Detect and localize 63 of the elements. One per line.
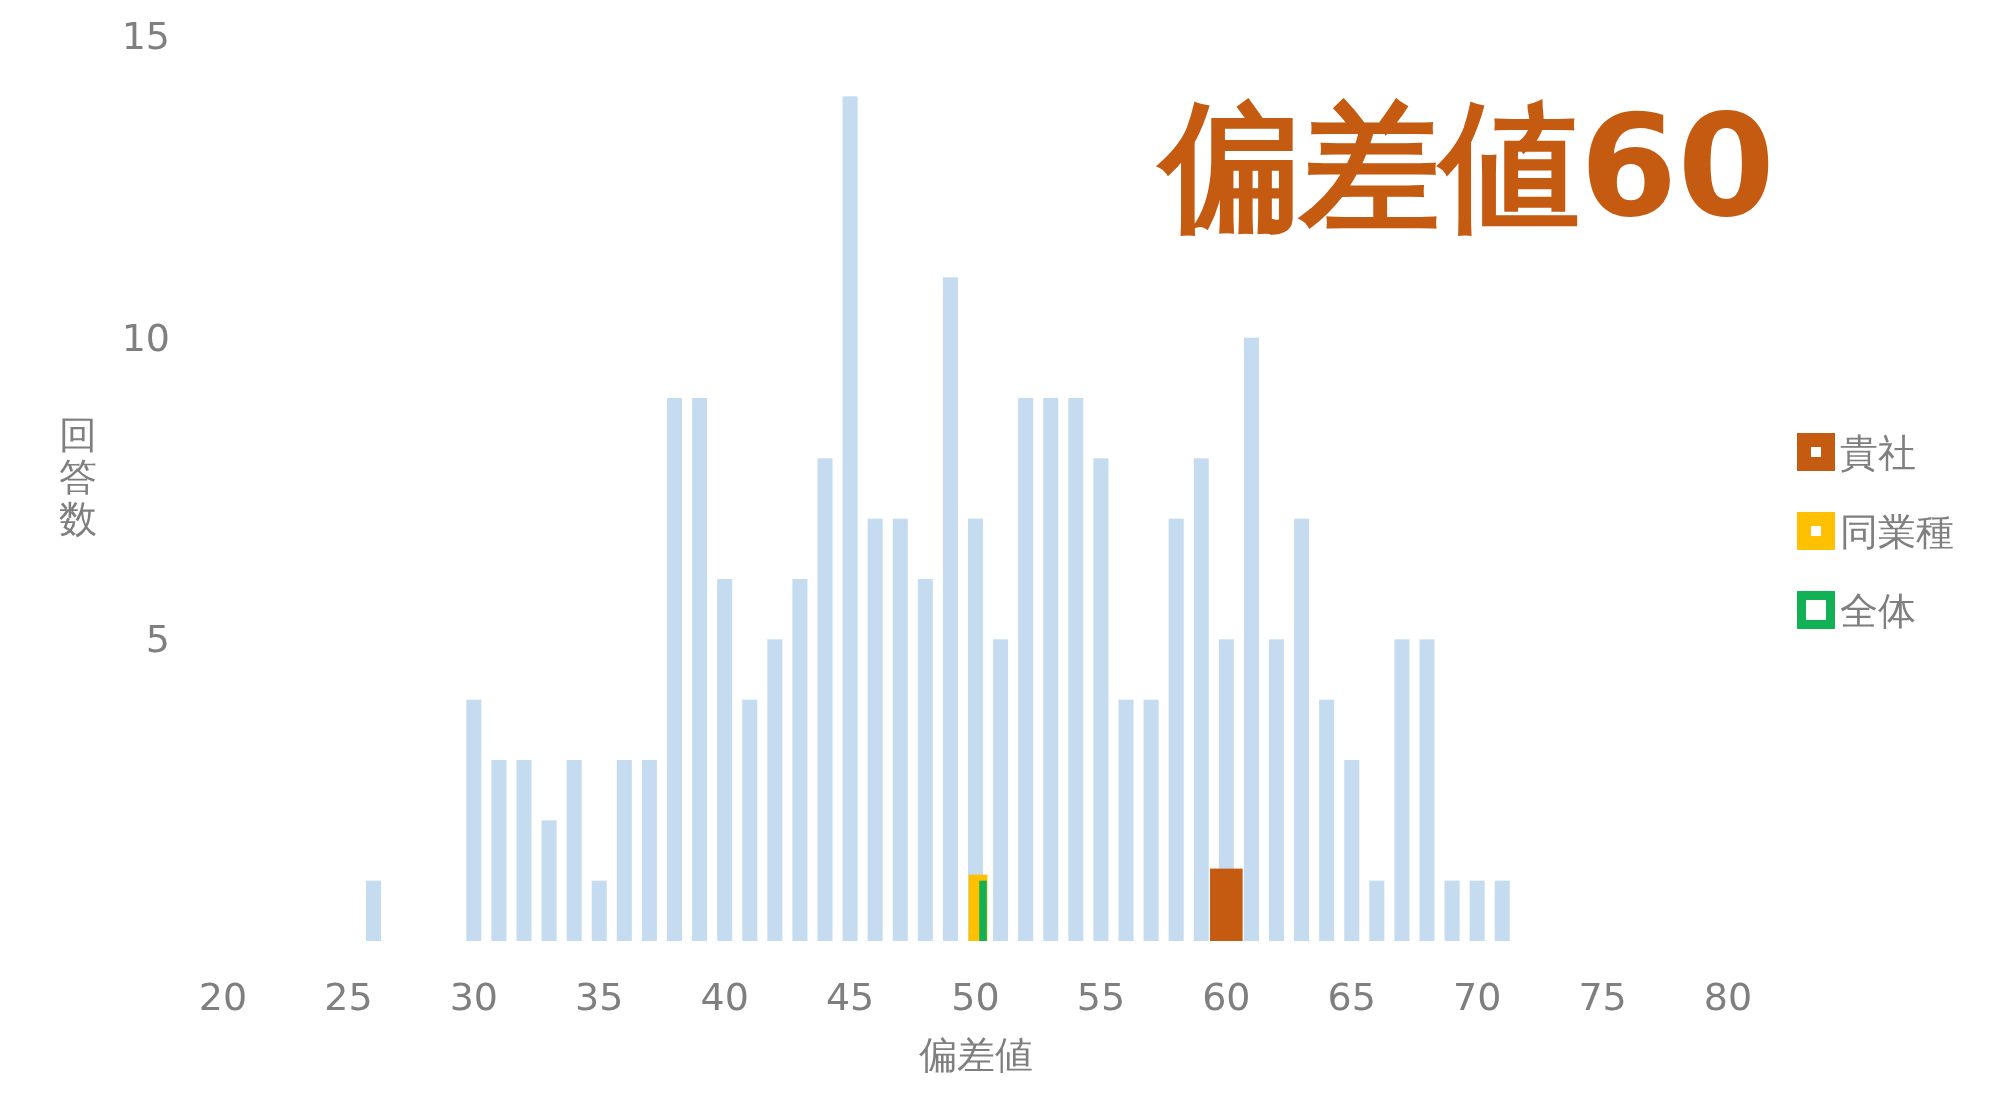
bar xyxy=(842,96,858,941)
bar xyxy=(566,760,582,941)
bar xyxy=(1344,760,1360,941)
bar xyxy=(1093,458,1109,941)
bar xyxy=(1143,699,1159,941)
bar xyxy=(1444,880,1460,941)
x-tick-label: 75 xyxy=(1578,975,1627,1019)
x-tick-label: 40 xyxy=(700,975,749,1019)
x-tick-label: 30 xyxy=(449,975,499,1019)
bar xyxy=(666,398,683,941)
legend-label: 同業種 xyxy=(1840,510,1954,554)
bar xyxy=(767,639,783,941)
bar xyxy=(1118,699,1134,941)
bar xyxy=(1268,639,1285,941)
y-tick-label: 15 xyxy=(121,14,170,58)
x-axis-title: 偏差値 xyxy=(918,1033,1033,1077)
bar xyxy=(1319,699,1335,941)
x-tick-label: 65 xyxy=(1327,975,1376,1019)
x-tick-label: 50 xyxy=(951,975,1000,1019)
y-tick-label: 10 xyxy=(121,315,170,360)
x-tick-label: 80 xyxy=(1703,975,1753,1019)
y-axis-title: 回答数 xyxy=(59,413,97,541)
bar xyxy=(1018,398,1034,941)
legend-label: 全体 xyxy=(1840,589,1916,633)
bar xyxy=(942,277,958,941)
bar xyxy=(792,579,808,941)
bar xyxy=(365,880,382,941)
bar xyxy=(1168,518,1184,941)
bar xyxy=(1469,880,1485,941)
x-tick-label: 60 xyxy=(1202,975,1251,1019)
legend-label: 貴社 xyxy=(1840,431,1916,475)
x-tick-label: 55 xyxy=(1076,975,1126,1019)
bar xyxy=(917,579,933,941)
bar xyxy=(1068,398,1084,941)
x-tick-label: 45 xyxy=(825,975,875,1019)
bar xyxy=(516,760,532,941)
bar xyxy=(491,760,507,941)
bar xyxy=(541,820,557,941)
bar xyxy=(742,699,758,941)
x-tick-label: 35 xyxy=(575,975,624,1019)
y-tick-label: 5 xyxy=(145,617,170,662)
bar xyxy=(1294,518,1310,941)
bar xyxy=(993,639,1009,941)
chart-title: 偏差値60 xyxy=(1155,85,1775,248)
bar xyxy=(1419,639,1435,941)
bar xyxy=(1394,639,1410,941)
bar xyxy=(591,880,607,941)
bar xyxy=(1494,880,1510,941)
bar xyxy=(892,518,908,941)
bar xyxy=(1193,458,1209,941)
bar xyxy=(817,458,833,941)
bar xyxy=(641,760,657,941)
bar xyxy=(717,579,733,941)
bar xyxy=(1243,337,1259,941)
bar xyxy=(692,398,708,941)
x-tick-label: 25 xyxy=(324,975,373,1019)
x-tick-label: 70 xyxy=(1452,975,1502,1019)
bar xyxy=(466,699,482,941)
bar xyxy=(616,760,632,941)
x-tick-label: 20 xyxy=(198,975,248,1019)
bar xyxy=(867,518,883,941)
bar xyxy=(1369,880,1385,941)
bar xyxy=(1043,398,1059,941)
